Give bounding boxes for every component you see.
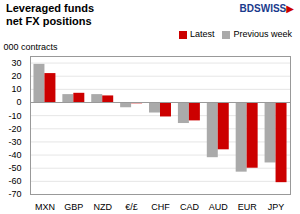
html-text:net FX positions: net FX positions (6, 15, 92, 27)
svg-text:000 contracts: 000 contracts (4, 42, 59, 52)
svg-text:€/£: €/£ (125, 202, 138, 210)
svg-text:-70: -70 (8, 189, 21, 199)
html-text:Previous week: Previous week (233, 29, 292, 39)
svg-text:MXN: MXN (35, 202, 55, 210)
svg-text:-10: -10 (8, 111, 21, 121)
svg-text:EUR: EUR (238, 202, 258, 210)
svg-text:CHF: CHF (151, 202, 170, 210)
svg-text:AUD: AUD (209, 202, 229, 210)
svg-text:0: 0 (16, 97, 21, 107)
html-text:BD SWISS ▶: BD SWISS ▶ (239, 3, 294, 14)
svg-text:10: 10 (11, 84, 21, 94)
html-text:Leveraged funds: Leveraged funds (6, 2, 94, 14)
svg-text:CAD: CAD (180, 202, 200, 210)
svg-text:20: 20 (11, 71, 21, 81)
html-text:Latest: Latest (189, 29, 215, 39)
svg-text:-60: -60 (8, 176, 21, 186)
svg-text:JPY: JPY (268, 202, 285, 210)
svg-text:30: 30 (11, 58, 21, 68)
svg-text:-50: -50 (8, 163, 21, 173)
svg-text:-30: -30 (8, 137, 21, 147)
svg-text:-20: -20 (8, 124, 21, 134)
svg-text:-40: -40 (8, 150, 21, 160)
svg-text:GBP: GBP (64, 202, 83, 210)
svg-text:NZD: NZD (93, 202, 112, 210)
